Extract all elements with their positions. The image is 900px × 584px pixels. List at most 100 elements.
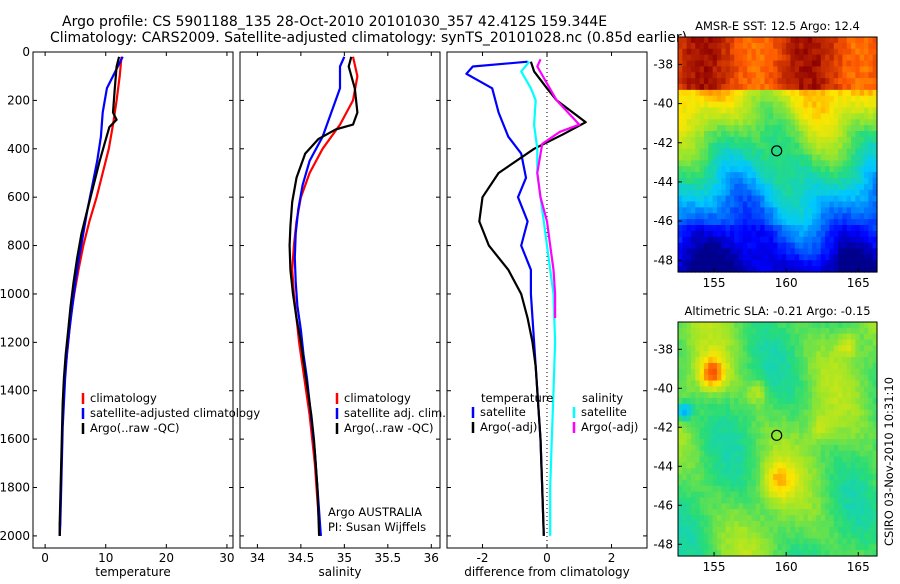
map-cell <box>825 444 831 452</box>
map-cell <box>777 380 783 387</box>
map-cell <box>855 339 861 346</box>
map-cell <box>695 131 701 138</box>
map-cell <box>851 195 856 203</box>
map-cell <box>747 89 753 97</box>
map-cell <box>751 207 757 214</box>
map-cell <box>768 450 774 458</box>
map-cell <box>846 195 852 203</box>
map-cell <box>786 72 792 79</box>
map-cell <box>846 357 852 364</box>
map-cell <box>868 183 874 191</box>
map-cell <box>686 357 692 364</box>
map-cell <box>777 183 783 191</box>
map-cell <box>794 339 800 346</box>
map-cell <box>695 526 701 534</box>
map-cell <box>812 260 818 267</box>
map-cell <box>682 357 688 364</box>
map-cell <box>764 125 770 132</box>
map-cell <box>695 433 701 440</box>
map-cell <box>716 37 722 44</box>
map-cell <box>742 392 748 399</box>
map-cell <box>751 248 757 255</box>
map-cell <box>790 60 796 67</box>
map-cell <box>773 66 779 73</box>
map-cell <box>851 427 856 434</box>
map-cell <box>716 54 722 62</box>
map-cell <box>807 48 813 56</box>
map-cell <box>703 178 709 185</box>
map-cell <box>807 189 813 197</box>
map-cell <box>686 60 692 67</box>
map-cell <box>812 362 818 370</box>
map-cell <box>734 125 740 132</box>
map-cell <box>742 427 748 434</box>
map-cell <box>781 48 787 56</box>
map-cell <box>864 509 869 516</box>
map-cell <box>768 207 774 214</box>
map-cell <box>768 89 774 97</box>
map-cell <box>755 485 761 493</box>
map-cell <box>842 113 848 120</box>
map-cell <box>747 468 753 475</box>
map-cell <box>773 444 779 452</box>
map-cell <box>829 503 835 510</box>
map-cell <box>712 456 718 463</box>
map-cell <box>803 415 809 423</box>
map-cell <box>842 89 848 97</box>
map-cell <box>855 166 861 173</box>
map-cell <box>786 89 792 97</box>
map-cell <box>794 450 800 458</box>
map-cell <box>842 327 848 335</box>
map-cell <box>833 439 839 446</box>
map-cell <box>738 509 744 516</box>
map-cell <box>812 491 818 499</box>
legend-title-temperature: temperature <box>481 391 553 405</box>
map-cell <box>829 333 835 341</box>
map-cell <box>729 195 735 203</box>
map-cell <box>699 166 705 173</box>
map-cell <box>738 148 744 156</box>
map-cell <box>699 136 705 144</box>
map-cell <box>734 160 740 167</box>
map-cell <box>703 509 709 516</box>
map-cell <box>855 125 861 132</box>
map-cell <box>838 72 843 79</box>
map-cell <box>799 415 805 423</box>
map-cell <box>833 78 839 85</box>
map-cell <box>751 201 757 208</box>
map-cell <box>777 89 783 97</box>
map-cell <box>859 84 865 91</box>
map-cell <box>712 357 718 364</box>
map-cell <box>864 248 869 255</box>
map-cell <box>799 201 805 208</box>
map-cell <box>803 89 809 97</box>
map-cell <box>781 148 787 156</box>
map-cell <box>833 327 839 335</box>
map-cell <box>690 248 696 255</box>
map-cell <box>868 172 874 179</box>
map-cell <box>734 207 740 214</box>
map-cell <box>833 84 839 91</box>
map-cell <box>777 409 783 417</box>
map-cell <box>842 526 848 534</box>
map-cell <box>686 54 692 62</box>
map-cell <box>734 544 740 551</box>
map-cell <box>812 154 818 161</box>
map-cell <box>721 456 727 463</box>
map-cell <box>786 351 792 358</box>
map-cell <box>742 339 748 346</box>
map-cell <box>842 374 848 382</box>
map-cell <box>764 219 770 226</box>
map-cell <box>812 172 818 179</box>
map-cell <box>678 503 683 510</box>
map-cell <box>678 345 683 352</box>
map-cell <box>820 538 826 545</box>
map-cell <box>794 474 800 481</box>
map-cell <box>751 345 757 352</box>
map-cell <box>799 219 805 226</box>
map-cell <box>820 550 826 557</box>
map-cell <box>716 479 722 487</box>
x-tick-label: 35 <box>337 551 352 565</box>
map-cell <box>716 427 722 434</box>
map-cell <box>851 386 856 393</box>
